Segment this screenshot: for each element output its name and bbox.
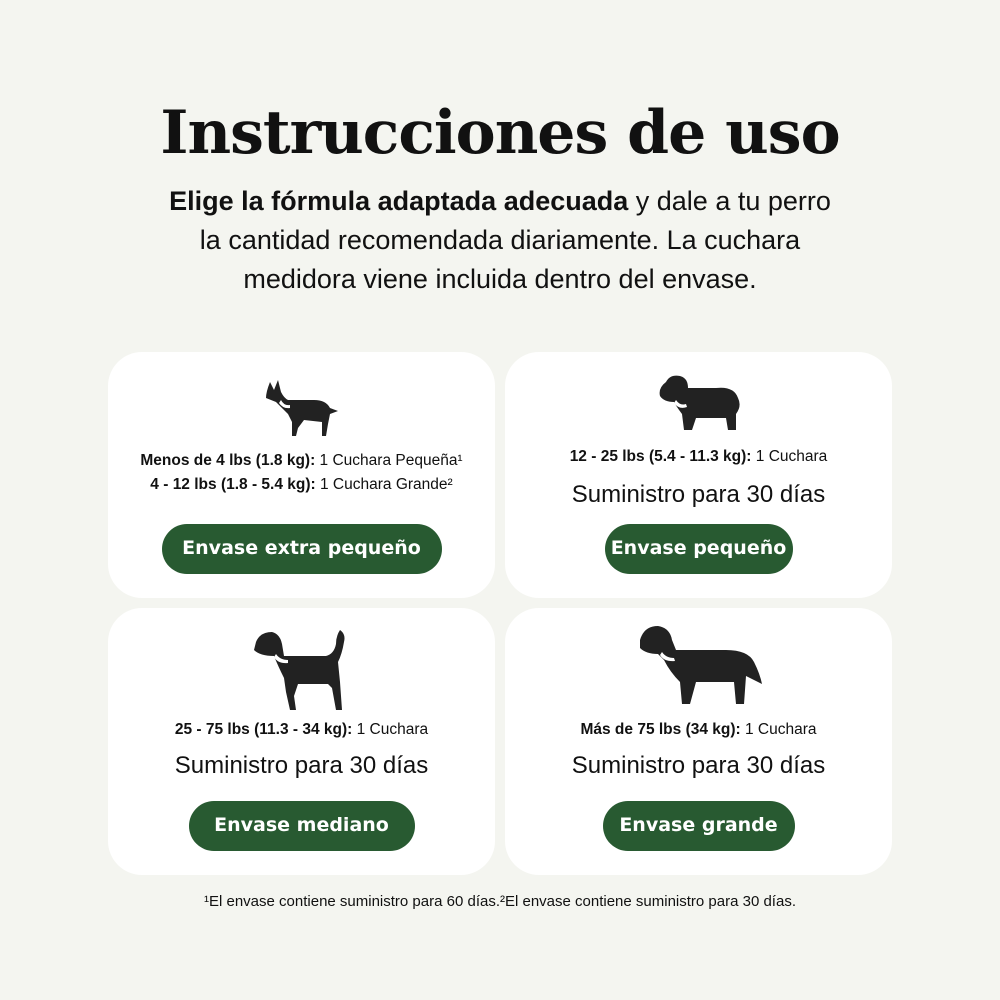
weight-range: 12 - 25 lbs (5.4 - 11.3 kg): (569, 448, 752, 465)
dosage-line: 12 - 25 lbs (5.4 - 11.3 kg): 1 Cuchara (505, 448, 892, 466)
dosage-line: Más de 75 lbs (34 kg): 1 Cuchara (505, 721, 892, 739)
large-pack-button[interactable]: Envase grande (602, 801, 795, 851)
dosage-line: 25 - 75 lbs (11.3 - 34 kg): 1 Cuchara (108, 721, 495, 739)
medium-dog-icon (253, 630, 344, 710)
page-title: Instrucciones de uso (160, 98, 840, 168)
dosage-line: 4 - 12 lbs (1.8 - 5.4 kg): 1 Cuchara Gra… (108, 476, 495, 494)
footnote: ¹El envase contiene suministro para 60 d… (204, 893, 796, 910)
small-pack-button[interactable]: Envase pequeño (604, 524, 793, 574)
extra-small-pack-button[interactable]: Envase extra pequeño (161, 524, 442, 574)
card-large: Más de 75 lbs (34 kg): 1 Cuchara Suminis… (505, 608, 892, 875)
supply-text: Suministro para 30 días (571, 752, 826, 779)
weight-range: Menos de 4 lbs (1.8 kg): (140, 452, 316, 469)
supply-text: Suministro para 30 días (571, 481, 826, 508)
supply-text: Suministro para 30 días (174, 752, 429, 779)
intro-bold: Elige la fórmula adaptada adecuada (169, 186, 629, 216)
intro-rest: y dale a tu perro la cantidad recomendad… (199, 186, 831, 294)
dosage: 1 Cuchara (740, 721, 817, 738)
dosage: 1 Cuchara Pequeña¹ (315, 452, 463, 469)
medium-pack-button[interactable]: Envase mediano (188, 801, 415, 851)
card-extra-small: Menos de 4 lbs (1.8 kg): 1 Cuchara Peque… (108, 352, 495, 598)
small-dog-icon (265, 380, 338, 436)
large-dog-icon (639, 626, 762, 704)
curly-dog-icon (659, 375, 740, 430)
weight-range: Más de 75 lbs (34 kg): (580, 721, 741, 738)
dosage: 1 Cuchara Grande² (315, 476, 453, 493)
card-medium: 25 - 75 lbs (11.3 - 34 kg): 1 Cuchara Su… (108, 608, 495, 875)
intro-text: Elige la fórmula adaptada adecuada y dal… (160, 182, 840, 299)
weight-range: 4 - 12 lbs (1.8 - 5.4 kg): (150, 476, 316, 493)
card-small: 12 - 25 lbs (5.4 - 11.3 kg): 1 Cuchara S… (505, 352, 892, 598)
dosage-line: Menos de 4 lbs (1.8 kg): 1 Cuchara Peque… (108, 452, 495, 470)
weight-range: 25 - 75 lbs (11.3 - 34 kg): (174, 721, 353, 738)
dosage: 1 Cuchara (751, 448, 828, 465)
dosage: 1 Cuchara (352, 721, 429, 738)
